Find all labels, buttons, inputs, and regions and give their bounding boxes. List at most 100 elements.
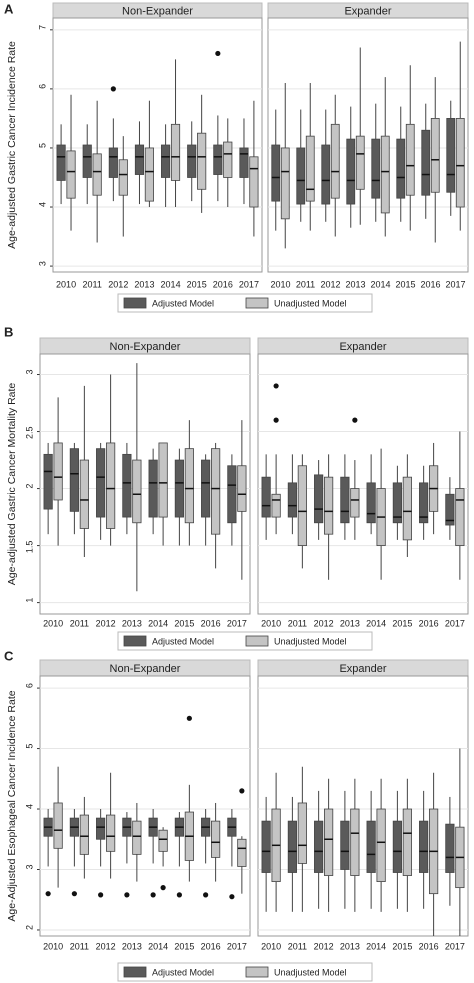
box xyxy=(148,459,158,518)
x-tick-label: 2017 xyxy=(445,279,465,289)
x-tick-label: 2015 xyxy=(174,941,194,951)
box xyxy=(455,118,465,208)
x-tick-label: 2012 xyxy=(108,279,128,289)
box xyxy=(350,488,360,518)
x-tick-label: 2013 xyxy=(340,618,360,628)
box xyxy=(280,147,290,220)
x-tick-label: 2014 xyxy=(370,279,390,289)
x-tick-label: 2014 xyxy=(161,279,181,289)
x-tick-label: 2017 xyxy=(227,618,247,628)
x-tick-label: 2011 xyxy=(296,279,315,289)
legend-label: Adjusted Model xyxy=(152,298,214,308)
box xyxy=(324,476,334,535)
outlier xyxy=(98,892,104,898)
legend-swatch xyxy=(245,297,269,309)
y-tick-label: 1 xyxy=(24,598,34,603)
x-tick-label: 2016 xyxy=(419,618,439,628)
x-tick-label: 2017 xyxy=(239,279,259,289)
box xyxy=(287,482,297,518)
x-tick-label: 2011 xyxy=(70,941,89,951)
box xyxy=(118,159,128,196)
y-axis-label: Age-Adjusted Esophageal Cancer Incidence… xyxy=(6,690,18,921)
x-tick-label: 2016 xyxy=(201,941,221,951)
y-axis-label: Age-adjusted Gastric Cancer Mortality Ra… xyxy=(6,383,18,586)
x-tick-label: 2017 xyxy=(445,941,465,951)
box xyxy=(446,118,456,193)
box xyxy=(132,820,142,855)
y-tick-label: 2 xyxy=(24,925,34,930)
box xyxy=(174,459,184,518)
outlier xyxy=(110,86,116,92)
y-tick-label: 6 xyxy=(37,84,47,89)
box xyxy=(324,808,334,876)
x-tick-label: 2013 xyxy=(122,941,142,951)
outlier xyxy=(160,885,166,891)
box xyxy=(430,118,440,193)
box xyxy=(237,838,247,867)
y-tick-label: 3 xyxy=(24,370,34,375)
x-tick-label: 2012 xyxy=(320,279,340,289)
box xyxy=(366,482,376,524)
box xyxy=(350,808,360,876)
outlier xyxy=(45,891,51,897)
box xyxy=(355,135,365,190)
box xyxy=(376,808,386,882)
box xyxy=(106,814,116,852)
outlier xyxy=(352,417,358,423)
box xyxy=(305,135,315,202)
box xyxy=(239,147,249,178)
legend-swatch xyxy=(123,635,147,647)
box xyxy=(227,465,237,524)
box xyxy=(271,493,281,518)
outlier xyxy=(215,50,221,57)
y-tick-label: 5 xyxy=(24,744,34,749)
box xyxy=(321,144,331,205)
box xyxy=(92,153,102,196)
x-tick-label: 2015 xyxy=(392,618,412,628)
y-tick-label: 7 xyxy=(37,25,47,30)
box xyxy=(43,453,53,510)
panel-label: C xyxy=(4,648,14,663)
box xyxy=(122,453,132,518)
box xyxy=(237,465,247,512)
box xyxy=(346,138,356,205)
y-axis-label: Age-adjusted Gastric Cancer Incidence Ra… xyxy=(6,41,18,249)
x-tick-label: 2012 xyxy=(314,941,334,951)
y-tick-label: 4 xyxy=(37,202,47,207)
legend-label: Unadjusted Model xyxy=(274,967,347,977)
box xyxy=(213,144,223,175)
facet-title: Expander xyxy=(344,5,391,17)
legend-label: Unadjusted Model xyxy=(274,298,347,308)
x-tick-label: 2013 xyxy=(345,279,365,289)
box xyxy=(79,459,89,529)
outlier xyxy=(150,892,156,898)
facet-title: Expander xyxy=(339,341,386,353)
legend-label: Unadjusted Model xyxy=(274,636,347,646)
box xyxy=(296,147,306,205)
box xyxy=(197,132,207,190)
box xyxy=(380,135,390,214)
facet-title: Expander xyxy=(339,663,386,675)
box xyxy=(96,448,106,518)
x-tick-label: 2016 xyxy=(420,279,440,289)
x-tick-label: 2013 xyxy=(340,941,360,951)
box xyxy=(419,820,429,873)
box xyxy=(392,482,402,524)
legend-swatch xyxy=(245,635,269,647)
x-tick-label: 2014 xyxy=(148,941,168,951)
x-tick-label: 2010 xyxy=(270,279,290,289)
y-tick-label: 3 xyxy=(24,864,34,869)
box xyxy=(161,144,171,178)
y-tick-label: 5 xyxy=(37,143,47,148)
x-tick-label: 2015 xyxy=(392,941,412,951)
box xyxy=(56,144,66,181)
outlier xyxy=(71,891,77,897)
box xyxy=(53,802,63,849)
outlier xyxy=(273,417,279,423)
legend-label: Adjusted Model xyxy=(152,636,214,646)
box xyxy=(421,129,431,196)
box xyxy=(396,138,406,199)
x-tick-label: 2016 xyxy=(213,279,233,289)
box xyxy=(158,442,168,518)
